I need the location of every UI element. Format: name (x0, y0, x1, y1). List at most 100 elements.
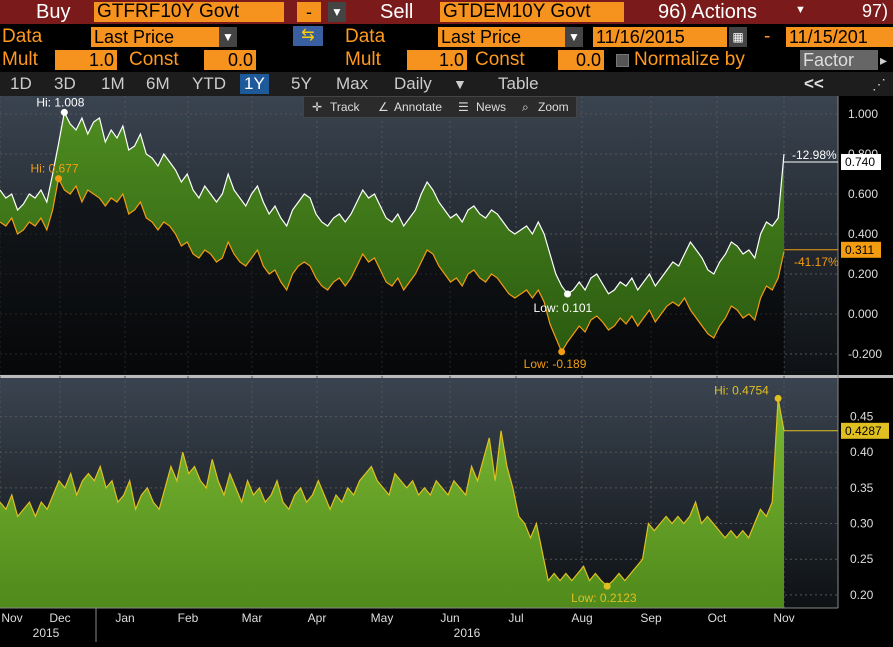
lower-y-tick-label: 0.35 (850, 481, 874, 495)
minus-button[interactable]: - (297, 2, 321, 22)
last-value-gtfrf: 0.740 (845, 155, 875, 169)
year-label-2015: 2015 (33, 626, 60, 640)
zoom-button[interactable]: Zoom (538, 100, 569, 114)
table-button[interactable]: Table (498, 74, 539, 93)
tab-3d[interactable]: 3D (54, 74, 76, 93)
series-line-spread (0, 398, 785, 587)
end-date-field[interactable]: 11/15/201 (786, 27, 893, 47)
actions-menu[interactable]: 96) Actions (658, 1, 757, 23)
sell-ticker-field[interactable]: GTDEM10Y Govt (440, 2, 624, 22)
const-left-field[interactable]: 0.0 (204, 50, 256, 70)
zoom-icon[interactable]: ⌕ (522, 100, 529, 114)
upper-y-tick-label: 0.000 (848, 307, 878, 321)
panel-divider (0, 375, 893, 378)
x-tick-label: Feb (178, 611, 199, 625)
upper-y-tick-label: 0.400 (848, 227, 878, 241)
data-right-label: Data (345, 26, 386, 47)
chart-toolbar: ✛ Track ∠ Annotate ☰ News ⌕ Zoom (303, 96, 577, 118)
tab-1m[interactable]: 1M (101, 74, 125, 93)
tab-ytd[interactable]: YTD (192, 74, 226, 93)
x-tick-label: Mar (242, 611, 263, 625)
annotate-button[interactable]: Annotate (394, 100, 443, 114)
date-separator: - (764, 26, 771, 47)
last-tag-spread (841, 422, 889, 439)
data-right-chevron-icon[interactable]: ▼ (565, 27, 583, 47)
start-date-field[interactable]: 11/16/2015 (593, 27, 727, 47)
buy-ticker-field[interactable]: GTFRF10Y Govt (94, 2, 284, 22)
track-button[interactable]: Track (330, 100, 360, 114)
tab-5y[interactable]: 5Y (291, 74, 312, 93)
lower-y-tick-label: 0.25 (850, 552, 874, 566)
low-label-gtfrf: Low: 0.101 (534, 301, 593, 315)
track-icon[interactable]: ✛ (312, 100, 323, 114)
upper-y-tick-label: 1.000 (848, 107, 878, 121)
news-button[interactable]: News (476, 100, 507, 114)
spread-fill (0, 398, 784, 608)
tab-1d[interactable]: 1D (10, 74, 32, 93)
const-right-label: Const (475, 49, 525, 70)
year-label-2016: 2016 (454, 626, 481, 640)
hi-label-spread: Hi: 0.4754 (714, 383, 769, 397)
x-tick-label: Nov (773, 611, 794, 625)
daily-chevron-icon[interactable]: ▼ (453, 76, 467, 92)
normalize-checkbox[interactable] (616, 54, 629, 67)
x-tick-label: Oct (708, 611, 727, 625)
tab-max[interactable]: Max (336, 74, 369, 93)
last-tag-gtfrf (841, 154, 881, 170)
news-icon[interactable]: ☰ (458, 100, 469, 114)
tab-6m[interactable]: 6M (146, 74, 170, 93)
sell-label: Sell (380, 1, 414, 23)
mult-right-field[interactable]: 1.0 (407, 50, 467, 70)
x-tick-label: Nov (1, 611, 22, 625)
data-left-field[interactable]: Last Price (91, 27, 219, 47)
last-tag-gtdem (841, 241, 881, 258)
buy-label: Buy (36, 1, 71, 23)
mult-left-field[interactable]: 1.0 (55, 50, 117, 70)
swap-icon[interactable]: ⇆ (293, 26, 323, 46)
collapse-button[interactable]: << (804, 74, 824, 93)
const-right-field[interactable]: 0.0 (558, 50, 604, 70)
period-tabs (0, 72, 893, 96)
annotate-icon[interactable]: ∠ (378, 100, 389, 114)
data-left-chevron-icon[interactable]: ▼ (219, 27, 237, 47)
lower-y-tick-label: 0.20 (850, 588, 874, 602)
calendar-icon[interactable]: ▦ (729, 27, 747, 47)
x-tick-label: Jul (508, 611, 523, 625)
series-line-gtfrf (0, 110, 785, 295)
normalize-label: Normalize by (634, 49, 745, 70)
low-label-gtdem: Low: -0.189 (524, 357, 587, 371)
upper-y-tick-label: 0.200 (848, 267, 878, 281)
lower-y-tick-label: 0.40 (850, 445, 874, 459)
x-tick-label: Apr (308, 611, 327, 625)
more-menu[interactable]: 97) (862, 1, 889, 21)
daily-dropdown[interactable]: Daily (394, 74, 432, 93)
data-right-field[interactable]: Last Price (438, 27, 566, 47)
change-label-gtdem: -41.17% (794, 255, 839, 269)
expand-icon[interactable]: ▸ (880, 52, 888, 68)
x-tick-label: May (371, 611, 394, 625)
mult-left-label: Mult (2, 49, 38, 70)
change-label-gtfrf: -12.98% (792, 148, 837, 162)
low-marker-gtdem (558, 348, 566, 356)
lower-y-tick-label: 0.45 (850, 410, 874, 424)
settings-icon[interactable]: ⋰ (872, 76, 886, 92)
chart-svg: -0.2000.0000.2000.4000.6000.8001.0000.20… (0, 95, 893, 642)
chevron-down-icon[interactable]: ▼ (328, 2, 346, 22)
hi-label-gtdem: Hi: 0.677 (31, 162, 79, 176)
factor-field[interactable]: Factor (800, 50, 878, 70)
x-tick-label: Aug (571, 611, 592, 625)
last-value-gtdem: 0.311 (845, 243, 874, 257)
upper-y-tick-label: 0.600 (848, 187, 878, 201)
hi-marker-gtfrf (60, 108, 68, 116)
chart-area: -0.2000.0000.2000.4000.6000.8001.0000.20… (0, 95, 893, 642)
low-marker-gtfrf (564, 290, 572, 298)
hi-label-gtfrf: Hi: 1.008 (36, 96, 84, 109)
actions-chevron-icon[interactable]: ▼ (795, 4, 806, 16)
last-value-spread: 0.4287 (845, 424, 882, 438)
tab-1y[interactable]: 1Y (240, 74, 269, 94)
data-left-label: Data (2, 26, 43, 47)
x-tick-label: Sep (640, 611, 662, 625)
low-marker-spread (603, 582, 611, 590)
lower-y-tick-label: 0.30 (850, 517, 874, 531)
hi-marker-spread (774, 394, 782, 402)
